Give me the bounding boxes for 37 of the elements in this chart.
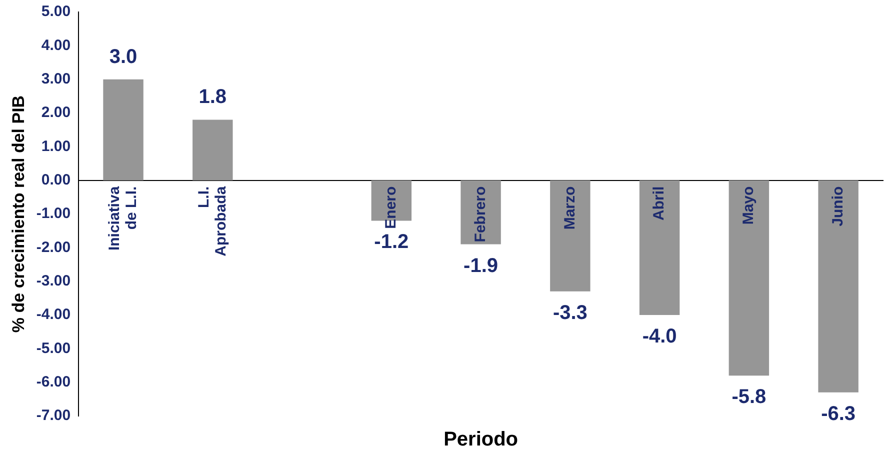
x-tick-label: Enero (382, 186, 400, 229)
y-tick-label: -1.00 (36, 205, 71, 222)
y-tick-label: 0.00 (41, 171, 71, 188)
data-label: -3.3 (552, 302, 588, 324)
data-label: 1.8 (198, 86, 227, 108)
x-tick-label: Abril (650, 186, 668, 221)
x-tick-label: Iniciativa de L.I. (106, 186, 140, 251)
bar (818, 180, 858, 392)
data-label: -1.9 (464, 254, 498, 277)
y-tick-label: 4.00 (41, 36, 71, 54)
data-label: 3.0 (109, 46, 138, 68)
y-tick-label: -2.00 (36, 238, 71, 256)
data-label: -1.2 (374, 231, 409, 254)
data-label: -6.3 (821, 402, 856, 425)
y-tick-label: 5.00 (41, 3, 71, 20)
y-tick-label: 3.00 (41, 70, 71, 88)
bar (192, 120, 233, 180)
x-tick-label: L.I. Aprobada (195, 186, 230, 256)
y-tick-label: 2.00 (41, 104, 71, 122)
bar (639, 180, 680, 315)
x-tick-label: Marzo (561, 186, 578, 230)
bar (728, 180, 770, 376)
data-label: -4.0 (642, 326, 677, 348)
x-tick-label: Junio (829, 186, 846, 226)
y-tick-label: -3.00 (36, 272, 71, 290)
y-tick-label: 1.00 (41, 138, 71, 155)
y-tick-label: -7.00 (36, 407, 71, 424)
data-label: -5.8 (732, 386, 766, 408)
x-tick-label: Febrero (472, 186, 489, 242)
y-tick-label: -5.00 (36, 340, 71, 357)
x-tick-label: Mayo (740, 186, 758, 225)
y-tick-label: -4.00 (36, 306, 71, 324)
y-tick-label: -6.00 (36, 373, 71, 390)
x-axis-title: Periodo (444, 428, 518, 451)
bar (103, 79, 144, 180)
y-axis-title: % de crecimiento real del PIB (8, 95, 28, 333)
bar (550, 180, 590, 292)
